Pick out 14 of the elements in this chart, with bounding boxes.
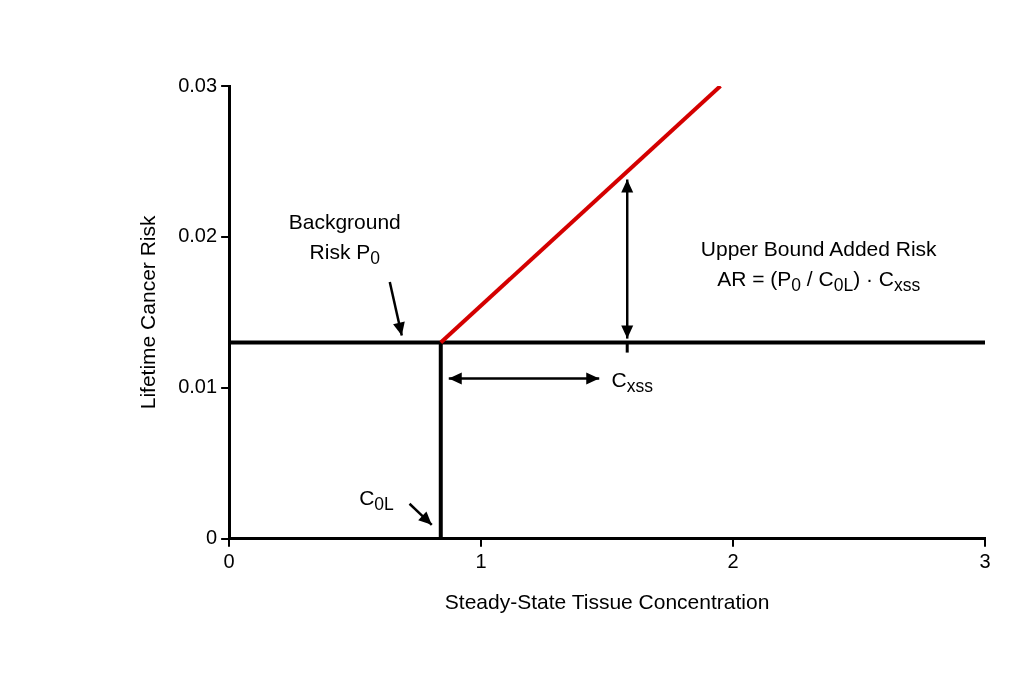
y-tick-label: 0.01	[178, 375, 218, 398]
x-tick-label: 1	[475, 550, 487, 573]
y-tick-label: 0.03	[178, 73, 218, 96]
annotation: Background Risk P$_{0}$	[288, 208, 401, 271]
annotation: Upper Bound Added Risk AR = (P$_{0}$ / C$_{0L}$) · C$_{xss}$	[700, 236, 937, 298]
annotation: C$_{0L}$	[359, 484, 394, 516]
y-tick-label: 0.02	[178, 224, 218, 247]
y-axis-title: Lifetime Cancer Risk	[136, 215, 160, 410]
x-axis-title: Steady-State Tissue Concentration	[444, 590, 770, 614]
annotation: C$_{xss}$	[611, 366, 653, 398]
x-tick-label: 0	[223, 550, 235, 573]
y-tick-label: 0	[206, 526, 218, 549]
x-tick-label: 3	[979, 550, 991, 573]
x-tick-label: 2	[727, 550, 739, 573]
